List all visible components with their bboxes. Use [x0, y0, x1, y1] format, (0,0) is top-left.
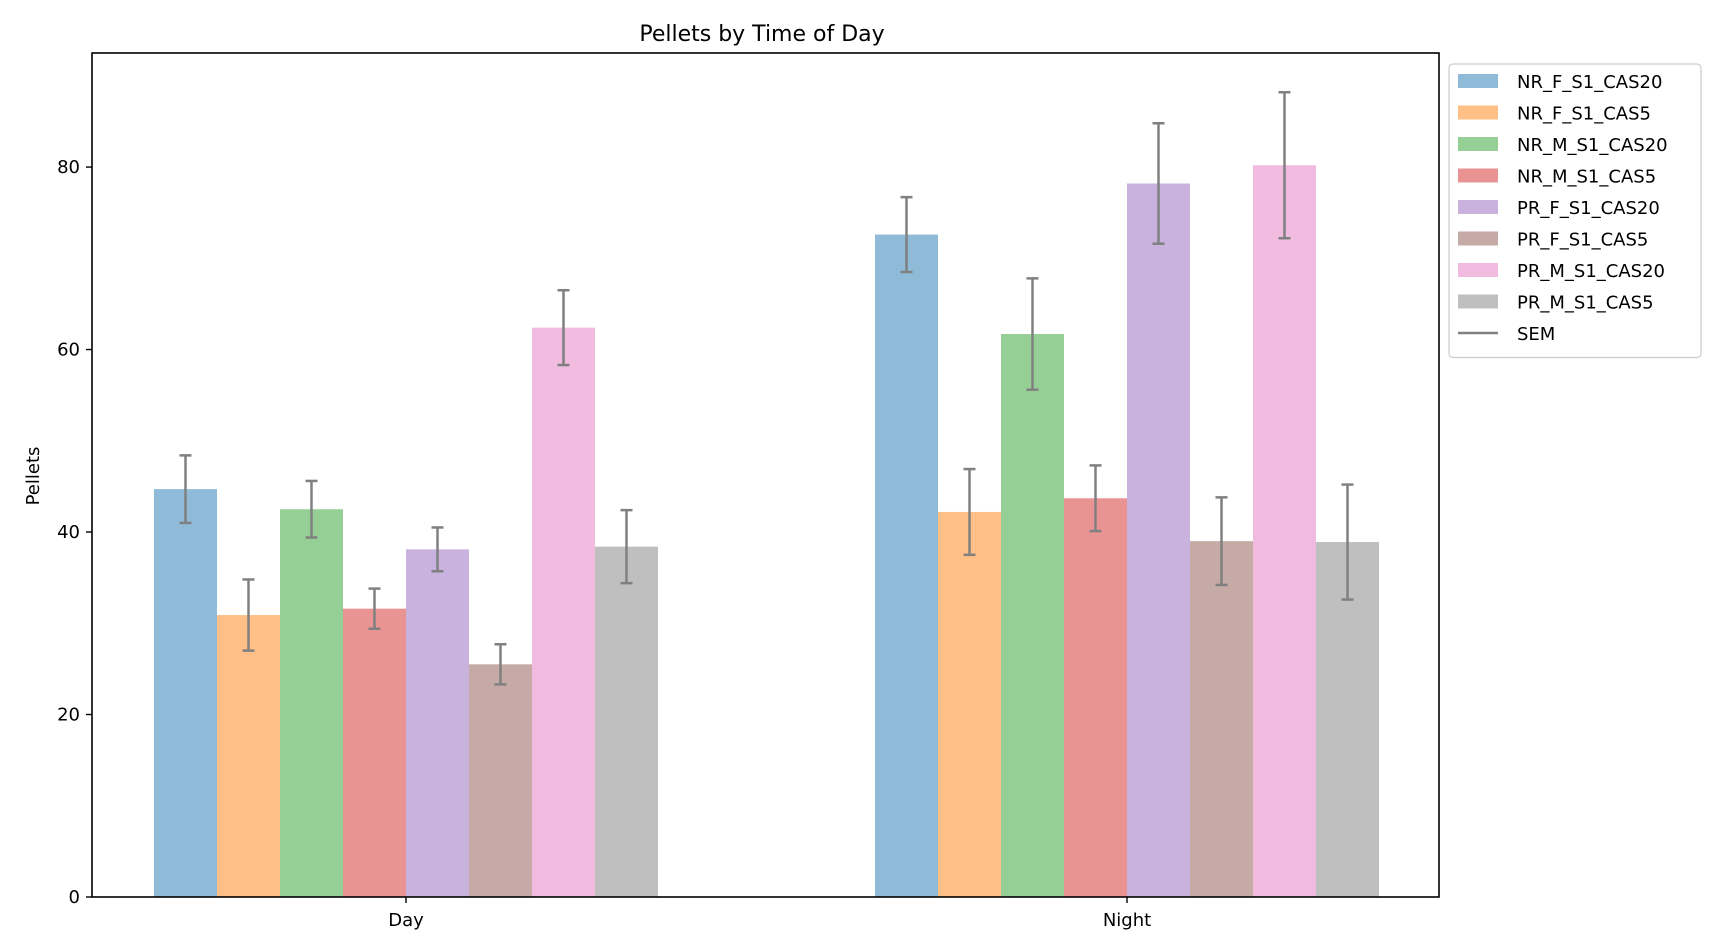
legend-label: NR_M_S1_CAS5	[1517, 167, 1656, 188]
legend-item-PR_M_S1_CAS20: PR_M_S1_CAS20	[1458, 261, 1665, 282]
legend-label: NR_M_S1_CAS20	[1517, 135, 1668, 156]
legend-item-PR_F_S1_CAS5: PR_F_S1_CAS5	[1458, 230, 1648, 251]
bar-PR_M_S1_CAS5-Night	[1316, 542, 1379, 897]
error-bar-NR_M_S1_CAS5-Night	[1089, 464, 1102, 533]
bar-NR_M_S1_CAS5-Day	[343, 608, 406, 897]
x-tick-label: Day	[388, 910, 424, 931]
bar-NR_F_S1_CAS20-Night	[875, 234, 938, 897]
bar-PR_M_S1_CAS5-Day	[595, 546, 658, 897]
bar-PR_M_S1_CAS20-Day	[532, 327, 595, 897]
legend-item-error: SEM	[1458, 324, 1555, 345]
error-bar-PR_F_S1_CAS20-Night	[1152, 122, 1165, 245]
legend-swatch	[1458, 231, 1498, 246]
error-bar-PR_M_S1_CAS20-Night	[1278, 90, 1291, 240]
bar-PR_F_S1_CAS20-Night	[1127, 183, 1190, 898]
bar-PR_F_S1_CAS20-Day	[406, 549, 469, 897]
legend: NR_F_S1_CAS20 NR_F_S1_CAS5 NR_M_S1_CAS20 NR…	[1448, 63, 1702, 359]
y-tick-label: 40	[57, 522, 80, 543]
bar-PR_F_S1_CAS5-Day	[469, 664, 532, 897]
error-bar-NR_F_S1_CAS20-Night	[900, 195, 913, 274]
legend-swatch	[1458, 105, 1498, 120]
error-bar-NR_F_S1_CAS5-Day	[242, 578, 255, 652]
error-bar-PR_M_S1_CAS5-Night	[1341, 483, 1354, 601]
bar-NR_F_S1_CAS20-Day	[154, 489, 217, 897]
bar-NR_M_S1_CAS5-Night	[1064, 498, 1127, 897]
plot-area: 0 20 40 60 80 Day Night	[57, 52, 1440, 931]
legend-swatch	[1458, 200, 1498, 214]
legend-item-PR_F_S1_CAS20: PR_F_S1_CAS20	[1458, 198, 1660, 219]
error-bar-PR_F_S1_CAS5-Night	[1215, 496, 1228, 587]
axes-frame	[91, 52, 1440, 898]
legend-item-NR_M_S1_CAS20: NR_M_S1_CAS20	[1458, 135, 1668, 156]
chart-title: Pellets by Time of Day	[639, 22, 884, 47]
error-bar-NR_M_S1_CAS20-Night	[1026, 277, 1039, 391]
legend-label: NR_F_S1_CAS5	[1517, 104, 1651, 125]
legend-swatch	[1458, 137, 1498, 151]
error-bar-PR_F_S1_CAS20-Day	[431, 526, 444, 573]
error-bar-NR_M_S1_CAS20-Day	[305, 479, 318, 539]
legend-frame	[1448, 63, 1702, 359]
legend-label: NR_F_S1_CAS20	[1517, 72, 1662, 93]
y-tick-label: 60	[57, 340, 80, 361]
legend-swatch	[1458, 294, 1498, 309]
y-tick-label: 20	[57, 705, 80, 726]
y-tick-label: 0	[69, 887, 80, 908]
legend-item-NR_F_S1_CAS20: NR_F_S1_CAS20	[1458, 72, 1662, 93]
legend-label: PR_M_S1_CAS20	[1517, 261, 1665, 282]
bar-NR_F_S1_CAS5-Day	[217, 615, 280, 897]
legend-label: PR_M_S1_CAS5	[1517, 293, 1654, 314]
legend-swatch	[1458, 263, 1498, 277]
legend-label: PR_F_S1_CAS5	[1517, 230, 1648, 251]
error-bar-PR_F_S1_CAS5-Day	[494, 643, 507, 686]
error-bar-NR_M_S1_CAS5-Day	[368, 587, 381, 630]
error-bar-PR_M_S1_CAS5-Day	[620, 508, 633, 585]
y-axis-label: Pellets	[23, 447, 44, 506]
bar-NR_M_S1_CAS20-Night	[1001, 334, 1064, 897]
legend-swatch	[1458, 168, 1498, 183]
legend-item-NR_M_S1_CAS5: NR_M_S1_CAS5	[1458, 167, 1656, 188]
error-bar-NR_F_S1_CAS20-Day	[179, 454, 192, 525]
legend-label: SEM	[1517, 324, 1555, 345]
legend-item-NR_F_S1_CAS5: NR_F_S1_CAS5	[1458, 104, 1651, 125]
error-bar-PR_M_S1_CAS20-Day	[557, 288, 570, 367]
legend-label: PR_F_S1_CAS20	[1517, 198, 1660, 219]
bar-NR_M_S1_CAS20-Day	[280, 509, 343, 897]
bar-PR_M_S1_CAS20-Night	[1253, 165, 1316, 898]
error-bar-NR_F_S1_CAS5-Night	[963, 467, 976, 557]
bar-NR_F_S1_CAS5-Night	[938, 511, 1001, 897]
legend-item-PR_M_S1_CAS5: PR_M_S1_CAS5	[1458, 293, 1654, 314]
x-tick-label: Night	[1103, 910, 1151, 931]
y-tick-label: 80	[57, 157, 80, 178]
bar-PR_F_S1_CAS5-Night	[1190, 541, 1253, 897]
legend-swatch	[1458, 74, 1498, 88]
